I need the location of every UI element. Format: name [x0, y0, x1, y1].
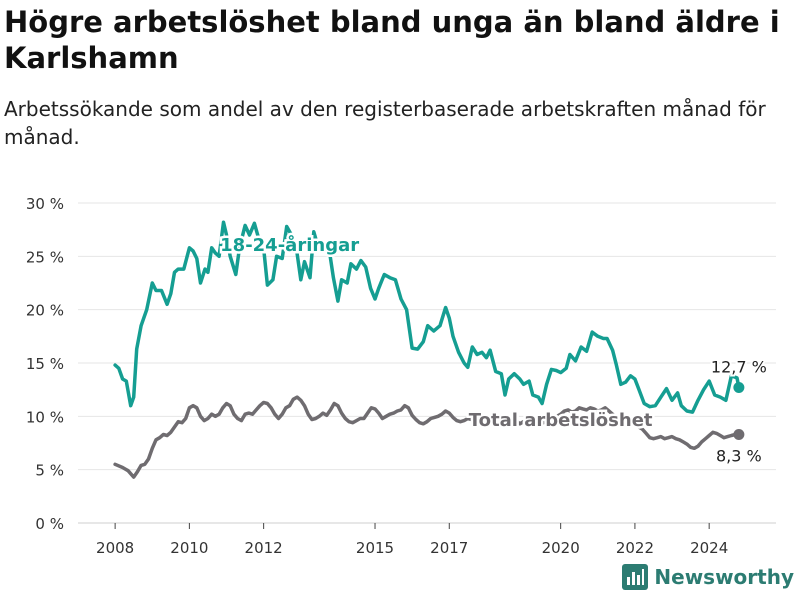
y-tick-label: 25 % [26, 248, 64, 266]
brand: Newsworthy [622, 564, 794, 590]
chart-title: Högre arbetslöshet bland unga än bland ä… [4, 5, 780, 75]
end-value-label: 8,3 % [716, 446, 762, 465]
y-axis: 0 % 5 % 10 % 15 % 20 % 25 % 30 % [26, 195, 64, 533]
x-tick-label: 2012 [245, 539, 283, 557]
x-axis: 2008 2010 2012 2015 2017 2020 2022 2024 [96, 523, 728, 557]
x-tick-label: 2017 [430, 539, 468, 557]
end-value-label: 12,7 % [711, 358, 767, 377]
x-tick-label: 2015 [356, 539, 394, 557]
x-tick-label: 2020 [542, 539, 580, 557]
bar-chart-logo-icon [622, 564, 649, 590]
x-tick-label: 2008 [96, 539, 134, 557]
y-tick-label: 0 % [35, 515, 64, 533]
y-tick-label: 30 % [26, 195, 64, 213]
y-tick-label: 20 % [26, 302, 64, 320]
brand-name: Newsworthy [654, 565, 794, 589]
series-end-point [733, 428, 745, 440]
series-label: Total arbetslöshet [469, 410, 653, 431]
series-line [113, 395, 741, 479]
x-tick-label: 2010 [170, 539, 208, 557]
x-tick-label: 2022 [616, 539, 654, 557]
series-layer [113, 220, 745, 479]
series-label: 18-24-åringar [220, 234, 359, 256]
x-tick-label: 2024 [690, 539, 728, 557]
y-tick-label: 15 % [26, 355, 64, 373]
y-tick-label: 10 % [26, 408, 64, 426]
gridlines [78, 202, 776, 524]
series-labels: 18-24-åringar Total arbetslöshet 12,7 % 8,3… [218, 232, 769, 468]
chart-subtitle: Arbetssökande som andel av den registerb… [4, 97, 766, 149]
series-line [113, 220, 741, 414]
series-end-point [733, 382, 745, 394]
y-tick-label: 5 % [35, 462, 64, 480]
